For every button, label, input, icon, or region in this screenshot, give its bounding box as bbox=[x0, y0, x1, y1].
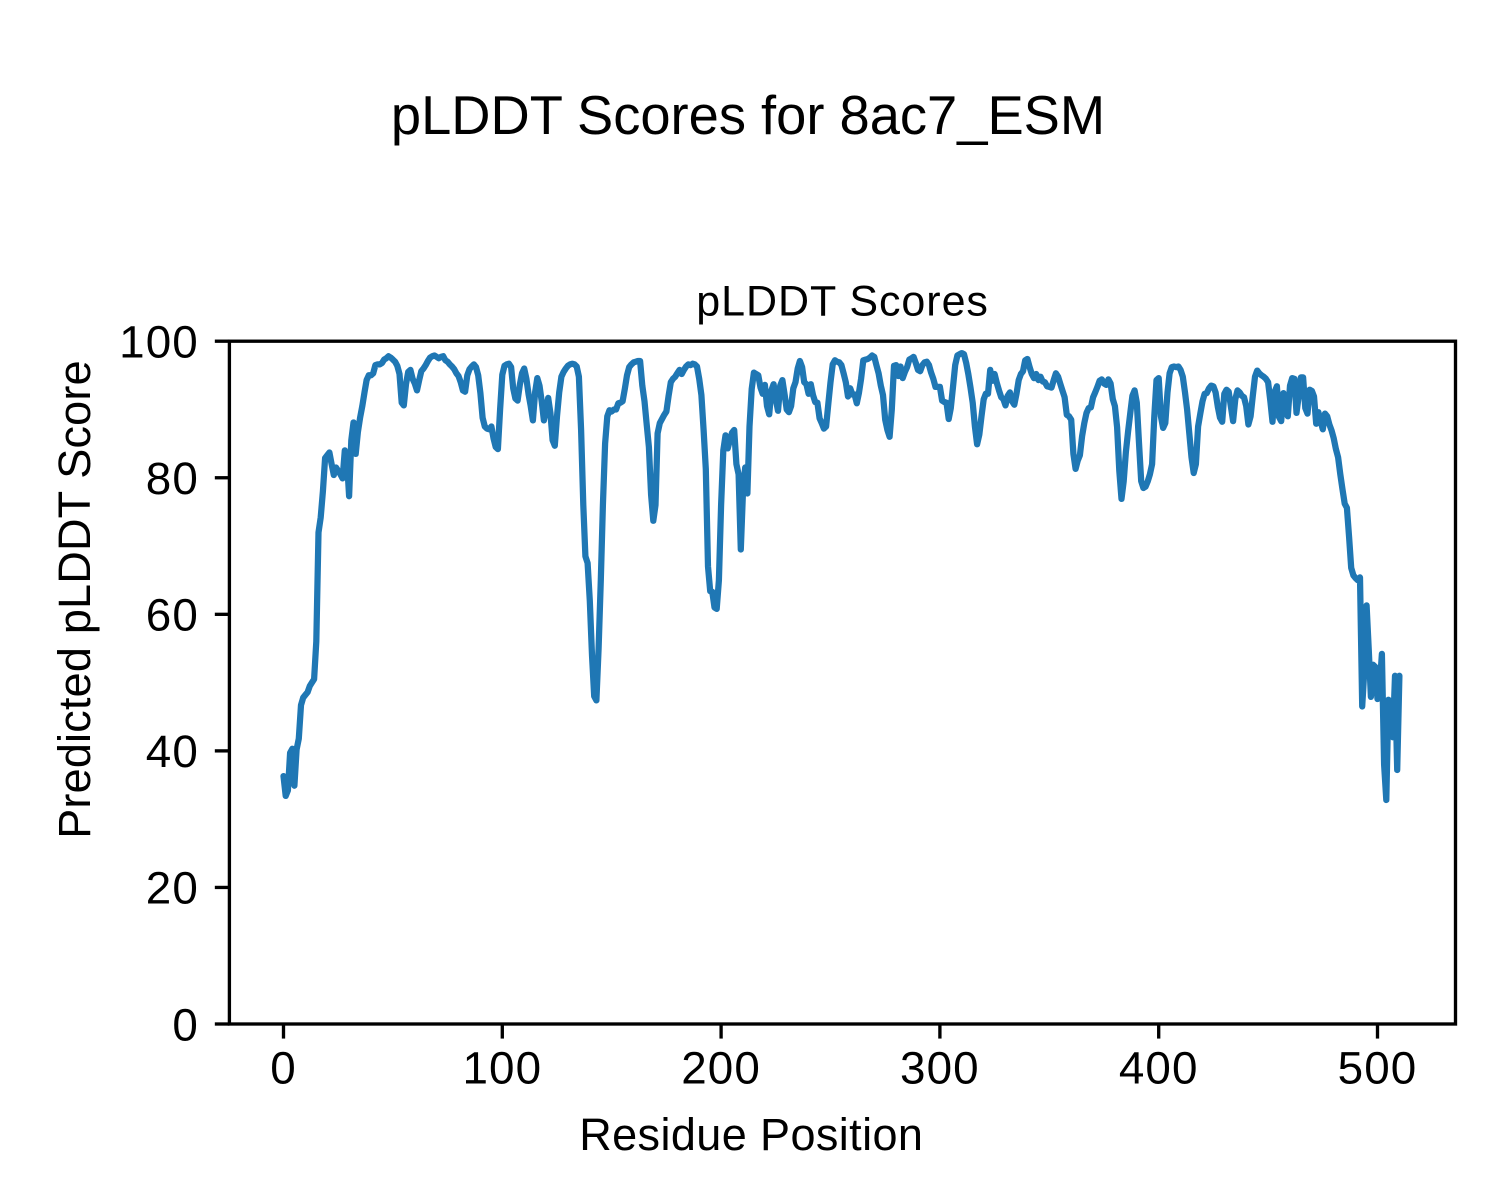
svg-text:40: 40 bbox=[146, 726, 199, 777]
svg-text:400: 400 bbox=[1119, 1042, 1199, 1093]
svg-text:300: 300 bbox=[900, 1042, 980, 1093]
svg-text:60: 60 bbox=[146, 590, 199, 641]
svg-text:500: 500 bbox=[1338, 1042, 1418, 1093]
svg-text:0: 0 bbox=[270, 1042, 297, 1093]
svg-text:100: 100 bbox=[119, 317, 199, 368]
svg-text:pLDDT Scores: pLDDT Scores bbox=[696, 278, 989, 326]
svg-text:0: 0 bbox=[172, 999, 199, 1050]
svg-text:80: 80 bbox=[146, 453, 199, 504]
svg-text:pLDDT Scores for 8ac7_ESM: pLDDT Scores for 8ac7_ESM bbox=[391, 85, 1105, 146]
svg-text:100: 100 bbox=[462, 1042, 542, 1093]
svg-text:20: 20 bbox=[146, 863, 199, 914]
svg-text:200: 200 bbox=[681, 1042, 761, 1093]
svg-text:Residue Position: Residue Position bbox=[579, 1109, 923, 1160]
svg-text:Predicted pLDDT Score: Predicted pLDDT Score bbox=[49, 360, 100, 839]
